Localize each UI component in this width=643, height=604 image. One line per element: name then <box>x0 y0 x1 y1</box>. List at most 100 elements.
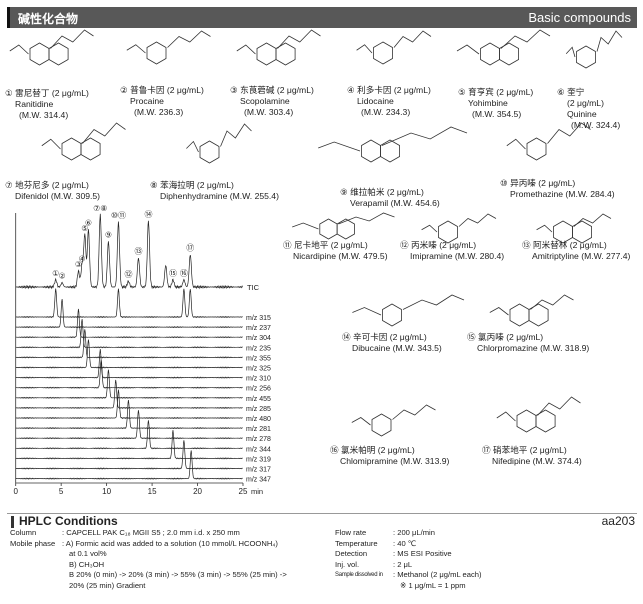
compound-number: ③ <box>230 85 238 95</box>
compound-name-en: Promethazine <box>510 189 564 199</box>
compound-name-cn: 利多卡因 <box>357 85 392 95</box>
condition-value: : 2 μL <box>393 559 413 569</box>
compound-concentration: (2 μg/mL) <box>51 180 89 190</box>
compound-concentration: (2 μg/mL) <box>569 240 607 250</box>
condition-key: Inj. vol. <box>335 559 360 569</box>
mz-trace-label: m/z 285 <box>246 406 271 413</box>
condition-value: : MS ESI Positive <box>393 549 452 558</box>
compound-name-cn: 氯米帕明 <box>341 445 376 455</box>
compound-name-en: Nicardipine <box>293 251 336 261</box>
mz-trace <box>15 450 243 480</box>
compound-name-en: Diphenhydramine <box>160 191 228 201</box>
structure-diagram <box>488 285 578 340</box>
compound-label: ⑧ 苯海拉明 (2 μg/mL) Diphenhydramine (M.W. 25… <box>150 180 279 202</box>
compound-number: ④ <box>347 85 355 95</box>
x-tick-label: 20 <box>193 487 202 496</box>
conditions-header: HPLC Conditions aa203 <box>7 513 637 528</box>
peak-label: ⑰ <box>186 244 194 253</box>
compound-concentration: (2 μg/mL) <box>389 332 427 342</box>
x-tick-label: 0 <box>13 487 18 496</box>
compound-name-cn: 东莨菪碱 <box>240 85 275 95</box>
mz-trace-label: m/z 235 <box>246 345 271 352</box>
compound-mw: (M.W. 303.4) <box>244 107 294 117</box>
tic-trace <box>15 213 243 290</box>
peak-label: ③ <box>75 260 82 269</box>
peak-label: ⑦⑧ <box>93 204 107 213</box>
condition-key: Mobile phase <box>10 538 56 548</box>
compound-mw: (M.W. 255.4) <box>229 191 279 201</box>
compound-name-cn: 育亨宾 <box>468 87 494 97</box>
mz-trace-label: m/z 256 <box>246 386 271 393</box>
x-tick-label: 25 <box>239 487 248 496</box>
header-accent <box>7 7 10 28</box>
compound-name-cn: 苯海拉明 <box>160 180 195 190</box>
compound-name-cn: 地芬尼多 <box>15 180 50 190</box>
compound-number: ⑬ <box>522 240 531 250</box>
compound-number: ⑭ <box>342 332 351 342</box>
conditions-title: HPLC Conditions <box>19 514 118 528</box>
compound-label: ⑪ 尼卡地平 (2 μg/mL) Nicardipine (M.W. 479.5) <box>283 240 388 262</box>
compound-concentration: (2 μg/mL) <box>51 88 89 98</box>
condition-value: : CAPCELL PAK C₁₈ MGII S5 ; 2.0 mm i.d. … <box>62 528 240 537</box>
compound-concentration: (2 μg/mL) <box>496 87 534 97</box>
condition-key: Flow rate <box>335 528 367 537</box>
mz-trace <box>15 318 243 349</box>
peak-label: ⑮ <box>169 269 177 278</box>
condition-key: Temperature <box>335 538 378 548</box>
condition-value: : 200 μL/min <box>393 528 435 537</box>
compound-label: ① 雷尼替丁 (2 μg/mL) Ranitidine (M.W. 314.4) <box>5 88 89 121</box>
compound-label: ⑫ 丙米嗪 (2 μg/mL) Imipramine (M.W. 280.4) <box>400 240 504 262</box>
compound-concentration: (2 μg/mL) <box>166 85 204 95</box>
condition-row: Flow rate : 200 μL/min <box>335 528 482 539</box>
compound-label: ⑮ 氯丙嗪 (2 μg/mL) Chlorpromazine (M.W. 318.… <box>467 332 589 354</box>
condition-row: B) CH₃OH <box>10 560 287 571</box>
condition-row: Detection : MS ESI Positive <box>335 549 482 560</box>
compound-name-cn: 硝苯地平 <box>493 445 528 455</box>
peak-label: ⑬ <box>134 247 142 256</box>
compound-label: ⑨ 维拉帕米 (2 μg/mL) Verapamil (M.W. 454.6) <box>340 187 440 209</box>
mz-trace-label: m/z 317 <box>246 467 271 474</box>
structure-diagram <box>505 110 595 180</box>
compound-number: ⑧ <box>150 180 158 190</box>
compound-mw: (M.W. 479.5) <box>338 251 388 261</box>
peak-label: ⑯ <box>180 269 188 278</box>
condition-value: ※ 1 μg/mL = 1 ppm <box>400 580 466 590</box>
compound-number: ⑮ <box>467 332 476 342</box>
peak-label: ④ <box>78 254 85 263</box>
structure-diagram <box>235 18 325 83</box>
mz-trace-label: m/z 319 <box>246 456 271 463</box>
x-axis-label: min <box>251 487 263 496</box>
compound-label: ② 普鲁卡因 (2 μg/mL) Procaine (M.W. 236.3) <box>120 85 204 118</box>
mz-trace <box>15 399 243 430</box>
condition-row: Sample dissolved in: Methanol (2 μg/mL e… <box>335 570 482 581</box>
structure-diagram <box>535 205 615 255</box>
compound-name-cn: 氯丙嗪 <box>478 332 504 342</box>
mz-trace-label: m/z 480 <box>246 416 271 423</box>
structure-diagram <box>185 110 255 185</box>
compound-mw: (M.W. 236.3) <box>134 107 184 117</box>
condition-key <box>335 581 393 592</box>
compound-name-en: Chlomipramine <box>340 456 398 466</box>
condition-row: Inj. vol. : 2 μL <box>335 560 482 571</box>
compound-label: ③ 东莨菪碱 (2 μg/mL) Scopolamine (M.W. 303.4) <box>230 85 314 118</box>
compound-number: ⑯ <box>330 445 339 455</box>
condition-value: 20% (25 min) Gradient <box>69 580 146 590</box>
compound-number: ⑨ <box>340 187 348 197</box>
compound-mw: (M.W. 454.6) <box>390 198 440 208</box>
condition-row: 20% (25 min) Gradient <box>10 581 287 592</box>
condition-key: Detection <box>335 549 368 558</box>
compound-name-en: Imipramine <box>410 251 453 261</box>
structure-diagram <box>420 205 500 255</box>
compound-name-cn: 雷尼替丁 <box>15 88 50 98</box>
mz-trace <box>15 440 243 470</box>
structure-diagram <box>495 385 585 450</box>
compound-name-en: Procaine <box>130 96 164 106</box>
compound-name-en: Scopolamine <box>240 96 290 106</box>
peak-label: ⑨ <box>105 231 112 240</box>
condition-value: : A) Formic acid was added to a solution… <box>62 538 278 548</box>
compound-concentration: (2 μg/mL) <box>330 240 368 250</box>
compound-number: ⑦ <box>5 180 13 190</box>
compound-mw: (M.W. 277.4) <box>581 251 631 261</box>
compound-name-en: Nifedipine <box>492 456 531 466</box>
structure-diagram <box>290 205 400 250</box>
